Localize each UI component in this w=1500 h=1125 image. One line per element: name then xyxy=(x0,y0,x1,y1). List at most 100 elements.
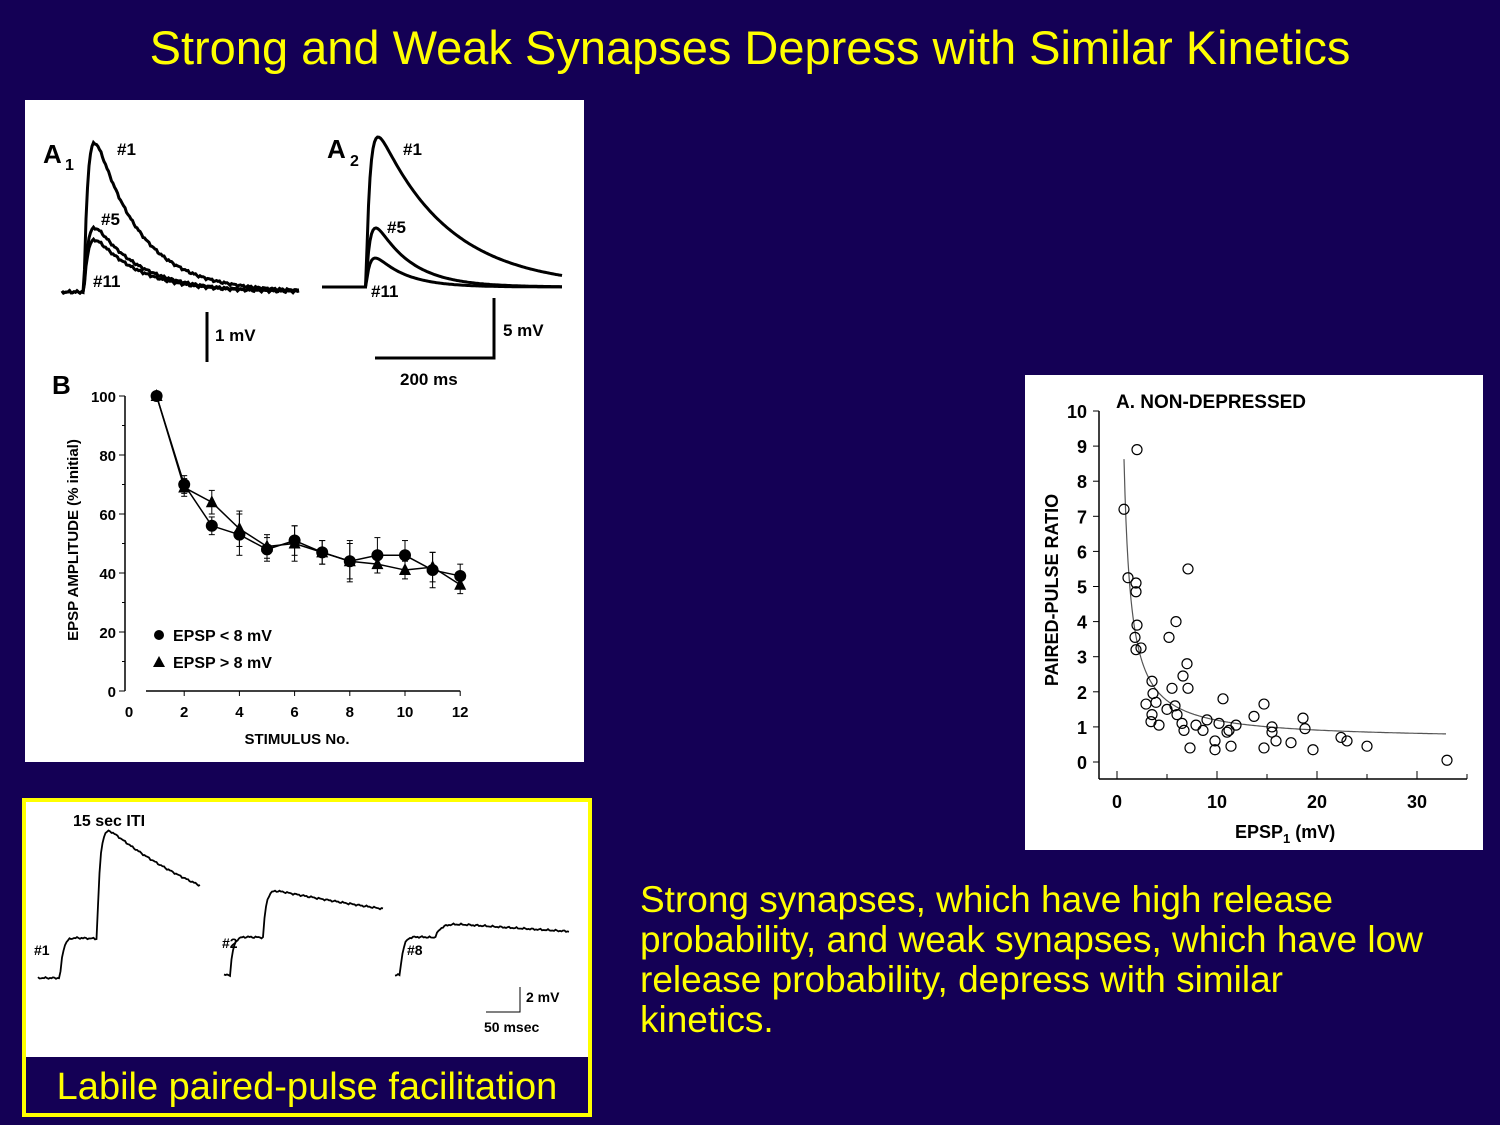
y-tick-label: 9 xyxy=(1077,437,1087,457)
x-tick-label: 4 xyxy=(235,704,244,721)
ppf-trace-label-1: #1 xyxy=(34,942,50,958)
a1-label: A xyxy=(43,139,62,169)
y-tick-label: 6 xyxy=(1077,542,1087,562)
data-point-triangle xyxy=(150,389,163,401)
legend-label: EPSP < 8 mV xyxy=(173,628,272,645)
data-point-triangle xyxy=(371,557,384,570)
x-tick-label: 10 xyxy=(1207,792,1227,812)
y-tick-label: 8 xyxy=(1077,472,1087,492)
x-axis-label: EPSP1 (mV) xyxy=(1235,822,1335,846)
data-point xyxy=(1270,735,1282,747)
data-point xyxy=(1209,735,1221,747)
ppf-caption: Labile paired-pulse facilitation xyxy=(26,1057,588,1113)
data-point xyxy=(1307,744,1319,756)
a1-scale-label: 1 mV xyxy=(215,326,256,345)
data-point xyxy=(1335,731,1347,744)
chart-title: A. NON-DEPRESSED xyxy=(1116,392,1306,413)
y-tick-label: 3 xyxy=(1077,648,1087,668)
figure-panel-ab xyxy=(25,100,584,762)
data-point xyxy=(1130,577,1142,589)
fit-curve xyxy=(1123,459,1446,735)
ppf-trace-1 xyxy=(37,829,201,980)
data-point xyxy=(1177,670,1189,682)
y-tick-label: 4 xyxy=(1077,613,1087,633)
ppf-scale-v: 2 mV xyxy=(526,989,560,1005)
data-point-triangle xyxy=(233,521,246,534)
data-point xyxy=(1266,721,1278,733)
a2-trace-11 xyxy=(322,256,562,289)
data-point xyxy=(1223,724,1235,737)
data-point-triangle xyxy=(261,539,273,552)
x-tick-label: 0 xyxy=(1112,792,1122,812)
ppf-trace-label-2: #2 xyxy=(222,935,238,951)
data-point xyxy=(1197,724,1209,737)
ppf-traces xyxy=(37,829,570,980)
a2-scale-bar xyxy=(375,298,496,360)
data-point xyxy=(1140,698,1152,710)
data-point xyxy=(1171,709,1183,721)
data-point xyxy=(1182,682,1194,694)
a1-trace-label-11: #11 xyxy=(93,272,120,291)
data-point xyxy=(1182,563,1194,575)
a2-trace-label-5: #5 xyxy=(387,218,406,237)
y-tick-label: 100 xyxy=(91,389,116,406)
data-point-triangle xyxy=(454,577,467,590)
y-tick-label: 2 xyxy=(1077,683,1087,703)
legend-label: EPSP > 8 mV xyxy=(173,655,272,672)
y-tick-label: 60 xyxy=(99,507,116,524)
data-point xyxy=(1163,631,1175,643)
y-tick-label: 0 xyxy=(108,684,116,701)
epsp-traces xyxy=(60,135,563,295)
a2-label: A xyxy=(327,134,346,164)
a2-scale-t-label: 200 ms xyxy=(400,370,458,389)
x-tick-label: 30 xyxy=(1407,792,1427,812)
a1-subscript: 1 xyxy=(65,157,74,174)
data-point-circle xyxy=(205,519,218,532)
data-point xyxy=(1299,723,1311,735)
data-point xyxy=(1225,740,1237,752)
ppf-trace-8 xyxy=(394,922,570,977)
data-point-triangle xyxy=(399,563,411,576)
y-tick-label: 10 xyxy=(1067,402,1087,422)
data-point xyxy=(1258,742,1270,754)
data-point xyxy=(1184,742,1196,754)
data-point xyxy=(1131,444,1143,456)
ppf-trace-label-8: #8 xyxy=(407,942,423,958)
data-point xyxy=(1297,712,1309,724)
figure-ab: A 1 A 2 #1 #5 #11 #1 #5 #11 1 mV 5 mV 20… xyxy=(43,134,563,748)
legend-circle-icon xyxy=(154,630,164,640)
x-tick-label: 8 xyxy=(346,704,354,721)
data-point xyxy=(1176,717,1188,729)
a1-trace-1 xyxy=(60,139,300,295)
data-point xyxy=(1166,682,1178,694)
data-point-triangle xyxy=(178,480,191,493)
data-point xyxy=(1170,615,1182,628)
data-point xyxy=(1122,572,1134,584)
data-point-triangle xyxy=(343,554,356,567)
a2-scale-v-label: 5 mV xyxy=(503,321,544,340)
data-point xyxy=(1361,740,1373,752)
data-point xyxy=(1230,719,1242,731)
x-axis-label: STIMULUS No. xyxy=(245,731,350,748)
data-point xyxy=(1169,700,1181,712)
body-text: Strong synapses, which have high release… xyxy=(640,880,1423,1040)
ppf-trace-2 xyxy=(223,889,384,978)
data-point-triangle xyxy=(316,545,329,558)
a1-trace-label-1: #1 xyxy=(117,140,136,159)
data-point xyxy=(1130,644,1142,656)
a2-subscript: 2 xyxy=(350,153,359,170)
data-point xyxy=(1217,693,1229,705)
data-point xyxy=(1118,503,1130,515)
data-point xyxy=(1213,717,1225,729)
legend-triangle-icon xyxy=(153,656,165,667)
data-point xyxy=(1190,719,1202,731)
figure-panel-scatter xyxy=(1025,375,1483,850)
chart-b: 0 20 40 60 80 100 0 2 4 6 8 10 12 STIMULUS No. EPSP AM… xyxy=(52,370,469,748)
figure-scatter: 0 1 2 3 4 5 6 7 8 9 10 0 10 20 30 EPSP1 (mV) PAIRED-PULS… xyxy=(1042,392,1468,846)
y-tick-label: 0 xyxy=(1077,753,1087,773)
data-point xyxy=(1146,709,1158,721)
a2-trace-5 xyxy=(322,226,562,289)
x-axis-label-unit: (mV) xyxy=(1290,822,1335,842)
data-point xyxy=(1146,675,1158,687)
slide-title: Strong and Weak Synapses Depress with Si… xyxy=(149,21,1351,74)
